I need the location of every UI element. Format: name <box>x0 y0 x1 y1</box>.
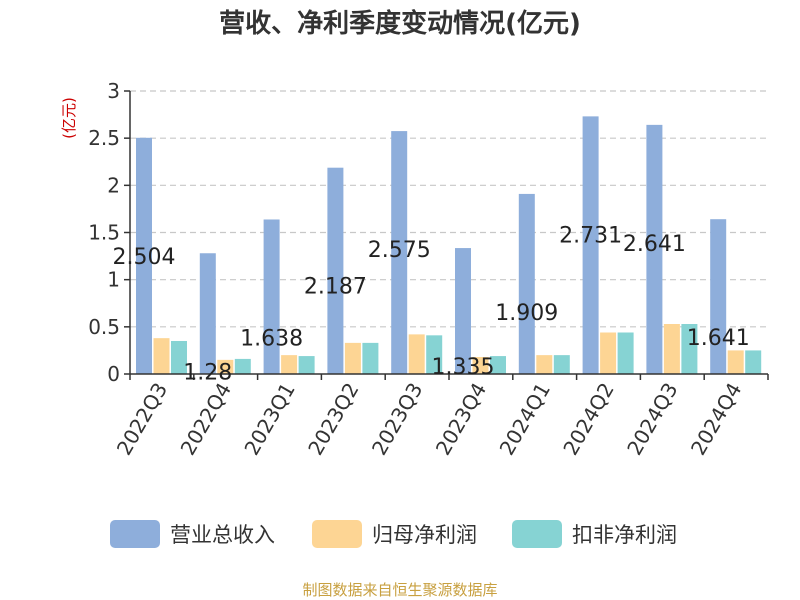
legend-label: 营业总收入 <box>170 523 275 547</box>
bar <box>518 193 535 374</box>
x-tick-label: 2024Q4 <box>686 379 746 460</box>
bar <box>600 332 617 374</box>
bar <box>327 167 344 374</box>
bar <box>617 332 634 374</box>
bar <box>745 350 762 374</box>
bar <box>681 324 698 374</box>
bar <box>217 359 234 374</box>
bar <box>136 137 152 374</box>
data-label: 2.504 <box>113 245 176 270</box>
bar <box>153 338 170 374</box>
y-tick-label: 2 <box>107 173 120 197</box>
bar <box>344 342 361 374</box>
x-tick-label: 2023Q3 <box>367 379 427 460</box>
data-label: 2.731 <box>559 223 622 248</box>
bar <box>391 131 408 374</box>
bar <box>455 248 471 374</box>
bar <box>663 324 680 374</box>
x-tick-label: 2023Q2 <box>303 379 363 460</box>
bar <box>553 355 570 374</box>
chart-title: 营收、净利季度变动情况(亿元) <box>219 8 581 39</box>
y-tick-label: 1.5 <box>88 221 120 245</box>
x-tick-label: 2023Q1 <box>239 379 299 460</box>
bar <box>298 356 315 374</box>
y-tick-label: 1 <box>107 268 120 292</box>
source-note: 制图数据来自恒生聚源数据库 <box>302 581 497 599</box>
legend-label: 扣非净利润 <box>572 523 677 547</box>
x-tick-label: 2024Q2 <box>558 379 618 460</box>
x-tick-label: 2024Q1 <box>495 379 555 460</box>
data-label: 1.909 <box>495 301 558 326</box>
x-tick-label: 2022Q3 <box>112 379 172 460</box>
bar <box>490 356 506 374</box>
bar <box>263 219 280 374</box>
bar <box>582 116 599 374</box>
data-label: 2.641 <box>623 232 686 257</box>
bar <box>362 342 379 374</box>
bar <box>408 334 425 374</box>
legend: 营业总收入 归母净利润 扣非净利润 <box>110 520 677 548</box>
bar <box>646 124 663 375</box>
gridlines <box>130 90 768 328</box>
legend-swatch <box>312 520 362 548</box>
data-label: 1.28 <box>183 360 232 385</box>
bar <box>234 358 251 374</box>
data-label: 1.335 <box>432 355 495 380</box>
y-tick-label: 0 <box>107 362 120 386</box>
data-label: 1.638 <box>240 326 303 351</box>
data-label: 1.641 <box>687 326 750 351</box>
y-tick-label: 2.5 <box>88 126 120 150</box>
legend-swatch <box>110 520 160 548</box>
bar <box>710 219 727 374</box>
data-label: 2.575 <box>368 238 431 263</box>
y-axis-label: (亿元) <box>60 97 78 139</box>
y-tick-label: 3 <box>107 79 120 103</box>
bar <box>472 357 489 374</box>
x-tick-label: 2024Q3 <box>622 379 682 460</box>
bar <box>536 355 553 374</box>
bar <box>171 340 187 374</box>
bars <box>136 116 762 375</box>
bar <box>727 350 744 374</box>
data-label: 2.187 <box>304 275 367 300</box>
x-tick-label: 2023Q4 <box>431 379 491 460</box>
bar <box>426 335 443 374</box>
legend-swatch <box>512 520 562 548</box>
legend-label: 归母净利润 <box>372 523 477 547</box>
bar <box>281 355 298 374</box>
x-tick-label: 2022Q4 <box>176 379 236 460</box>
y-tick-label: 0.5 <box>88 315 120 339</box>
bar <box>199 253 216 374</box>
